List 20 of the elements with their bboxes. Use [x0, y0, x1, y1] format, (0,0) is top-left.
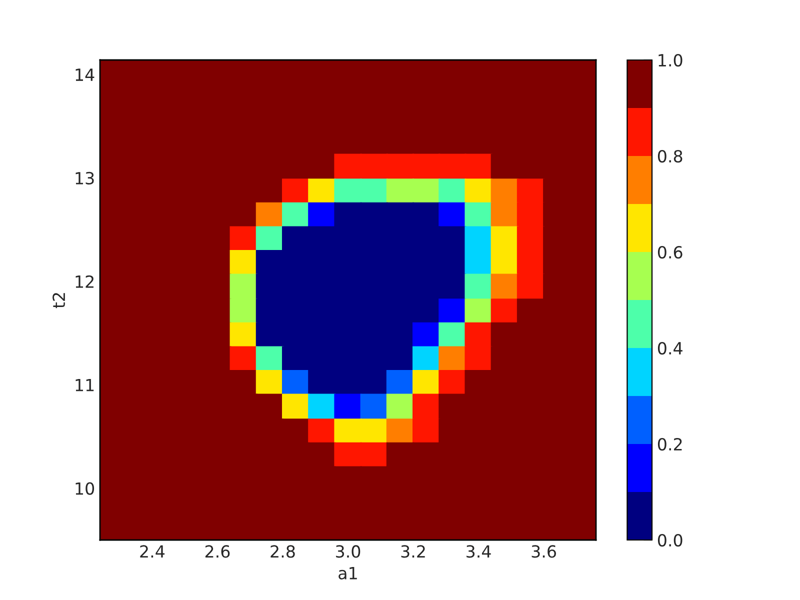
x-tick-label: 3.6 — [532, 545, 556, 558]
y-tick-label: 12 — [76, 275, 94, 288]
y-tick-label: 10 — [76, 482, 94, 495]
x-tick-label: 2.6 — [205, 545, 230, 558]
x-axis-title: a1 — [338, 567, 357, 580]
y-tick-label: 14 — [76, 68, 94, 81]
y-tick-label: 11 — [76, 379, 94, 392]
x-tick-label: 3.2 — [401, 545, 425, 558]
color-bar-label: 0.6 — [658, 246, 682, 259]
y-tick-label: 13 — [76, 172, 94, 184]
x-tick-label: 2.4 — [140, 545, 165, 558]
x-tick-label: 2.8 — [270, 545, 295, 558]
x-tick-label: 3.4 — [466, 545, 491, 558]
x-tick-label: 3.0 — [336, 545, 360, 558]
y-axis-title: t2 — [52, 293, 65, 308]
color-bar-label: 0.0 — [658, 534, 682, 547]
color-bar-label: 0.8 — [658, 150, 682, 163]
color-bar-label: 0.4 — [658, 342, 682, 355]
color-bar-label: 0.2 — [658, 438, 682, 451]
color-bar-label: 1.0 — [658, 54, 682, 67]
